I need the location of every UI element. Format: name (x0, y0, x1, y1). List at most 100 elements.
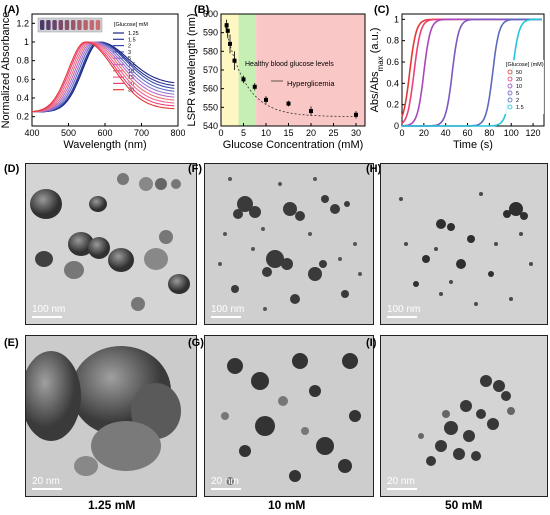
x-tick-label: 80 (484, 128, 494, 138)
vial (71, 20, 76, 30)
y-tick-label: 0.8 (386, 36, 399, 46)
legend-label: 10 (516, 84, 522, 90)
vial (95, 20, 101, 30)
spectrum-line (31, 41, 175, 113)
scale-bar-label: 20 nm (211, 476, 239, 487)
tem-image-f: 100 nm (204, 163, 374, 325)
legend-label: 1.5 (516, 105, 524, 111)
spectrum-line (31, 41, 175, 113)
annotation-healthy: Healthy blood glucose levels (245, 61, 334, 68)
tem-image-e: 20 nm (25, 335, 197, 497)
x-tick-label: 60 (463, 128, 473, 138)
y-tick-label: 580 (203, 46, 218, 56)
x-tick-label: 30 (351, 128, 361, 138)
x-tick-label: 120 (526, 128, 541, 138)
x-tick-label: 700 (134, 128, 149, 138)
legend-marker (507, 104, 513, 110)
nanoparticle-micrograph (381, 164, 547, 324)
x-tick-label: 20 (419, 128, 429, 138)
y-tick-label: 1.2 (16, 18, 29, 28)
legend-label: 5 (128, 56, 131, 62)
x-tick-label: 600 (97, 128, 112, 138)
vial (40, 20, 45, 30)
data-point (228, 41, 232, 46)
legend-label: 3 (128, 50, 131, 56)
y-tick-label: 540 (203, 121, 218, 131)
legend-label: 1.5 (128, 37, 136, 43)
y-tick-label: 590 (203, 28, 218, 38)
legend-marker (507, 90, 513, 96)
vial (58, 20, 63, 30)
y-tick-label: 0.4 (16, 93, 29, 103)
vial (64, 20, 70, 30)
y-axis-label: Normalized Absorbance (0, 12, 12, 129)
y-tick-label: 560 (203, 84, 218, 94)
scale-bar-label: 100 nm (387, 304, 421, 315)
legend-label: 1.25 (128, 31, 139, 37)
concentration-label-low: 1.25 mM (88, 498, 136, 512)
scale-bar-label: 20 nm (387, 476, 415, 487)
legend-label: 2 (128, 44, 131, 50)
x-tick-label: 10 (261, 128, 271, 138)
data-point (286, 101, 291, 106)
tem-image-h: 100 nm (380, 163, 548, 325)
legend-label: 50 (516, 70, 522, 76)
data-point (252, 84, 257, 89)
nanoparticle-micrograph (205, 164, 373, 324)
legend-title: [Glucose] mM (114, 22, 148, 28)
fit-line (225, 26, 359, 117)
x-tick-label: 25 (328, 128, 338, 138)
spectrum-line (32, 41, 175, 113)
panel-label-d: (D) (4, 163, 20, 175)
legend-marker (507, 69, 513, 75)
annotation-hyperglycemia: Hyperglicemia (287, 79, 335, 88)
x-axis-label: Time (s) (453, 139, 493, 151)
absorbance-spectra-chart: 400 500 600 700 800 0.2 0.4 0.6 0.8 1 1.2 Wavelengt… (0, 12, 185, 151)
kinetic-curve (402, 18, 542, 127)
y-tick-label: 0.2 (16, 112, 29, 122)
x-tick-label: 40 (441, 128, 451, 138)
nanoparticle-micrograph (26, 164, 196, 324)
panel-label-h: (H) (366, 163, 382, 175)
y-tick-label: 1 (394, 14, 399, 24)
legend-marker (507, 76, 513, 82)
scale-bar: 20 nm (387, 476, 417, 490)
x-tick-label: 0 (399, 128, 404, 138)
legend-label: 15 (128, 75, 134, 81)
spectrum-line (32, 41, 175, 113)
panel-label-g: (G) (188, 337, 204, 349)
panel-label-a: (A) (4, 4, 20, 16)
panel-label-c: (C) (374, 4, 390, 16)
y-tick-label: 600 (203, 9, 218, 19)
scale-bar: 100 nm (387, 304, 420, 318)
scale-bar-label: 20 nm (32, 476, 60, 487)
legend-label: 20 (516, 77, 522, 83)
glucose-region (221, 14, 239, 126)
legend-marker (507, 83, 513, 89)
x-tick-label: 800 (170, 128, 185, 138)
spectrum-line (31, 41, 175, 113)
y-axis-label: LSPR wavelength (nm) (186, 13, 198, 126)
x-tick-label: 15 (283, 128, 293, 138)
spectrum-line (31, 41, 175, 113)
vial (77, 20, 82, 30)
x-axis-label: Glucose Concentration (mM) (223, 139, 364, 151)
y-tick-label: 0.8 (16, 56, 29, 66)
spectrum-line (32, 41, 175, 113)
data-point (225, 28, 230, 33)
vial (52, 20, 57, 30)
y-tick-label: 0 (394, 121, 399, 131)
concentration-label-mid: 10 mM (268, 498, 306, 512)
y-tick-label: 0.2 (386, 100, 399, 110)
data-point (232, 58, 237, 63)
y-tick-label: 550 (203, 102, 218, 112)
tem-image-g: 20 nm (204, 335, 374, 497)
data-point (354, 112, 358, 117)
glucose-region (256, 14, 365, 126)
x-axis-label: Wavelength (nm) (63, 139, 146, 151)
spectrum-line (31, 41, 175, 113)
data-point (241, 77, 246, 82)
y-tick-label: 0.4 (386, 78, 399, 88)
data-point (224, 23, 229, 28)
scale-bar: 100 nm (211, 304, 244, 318)
